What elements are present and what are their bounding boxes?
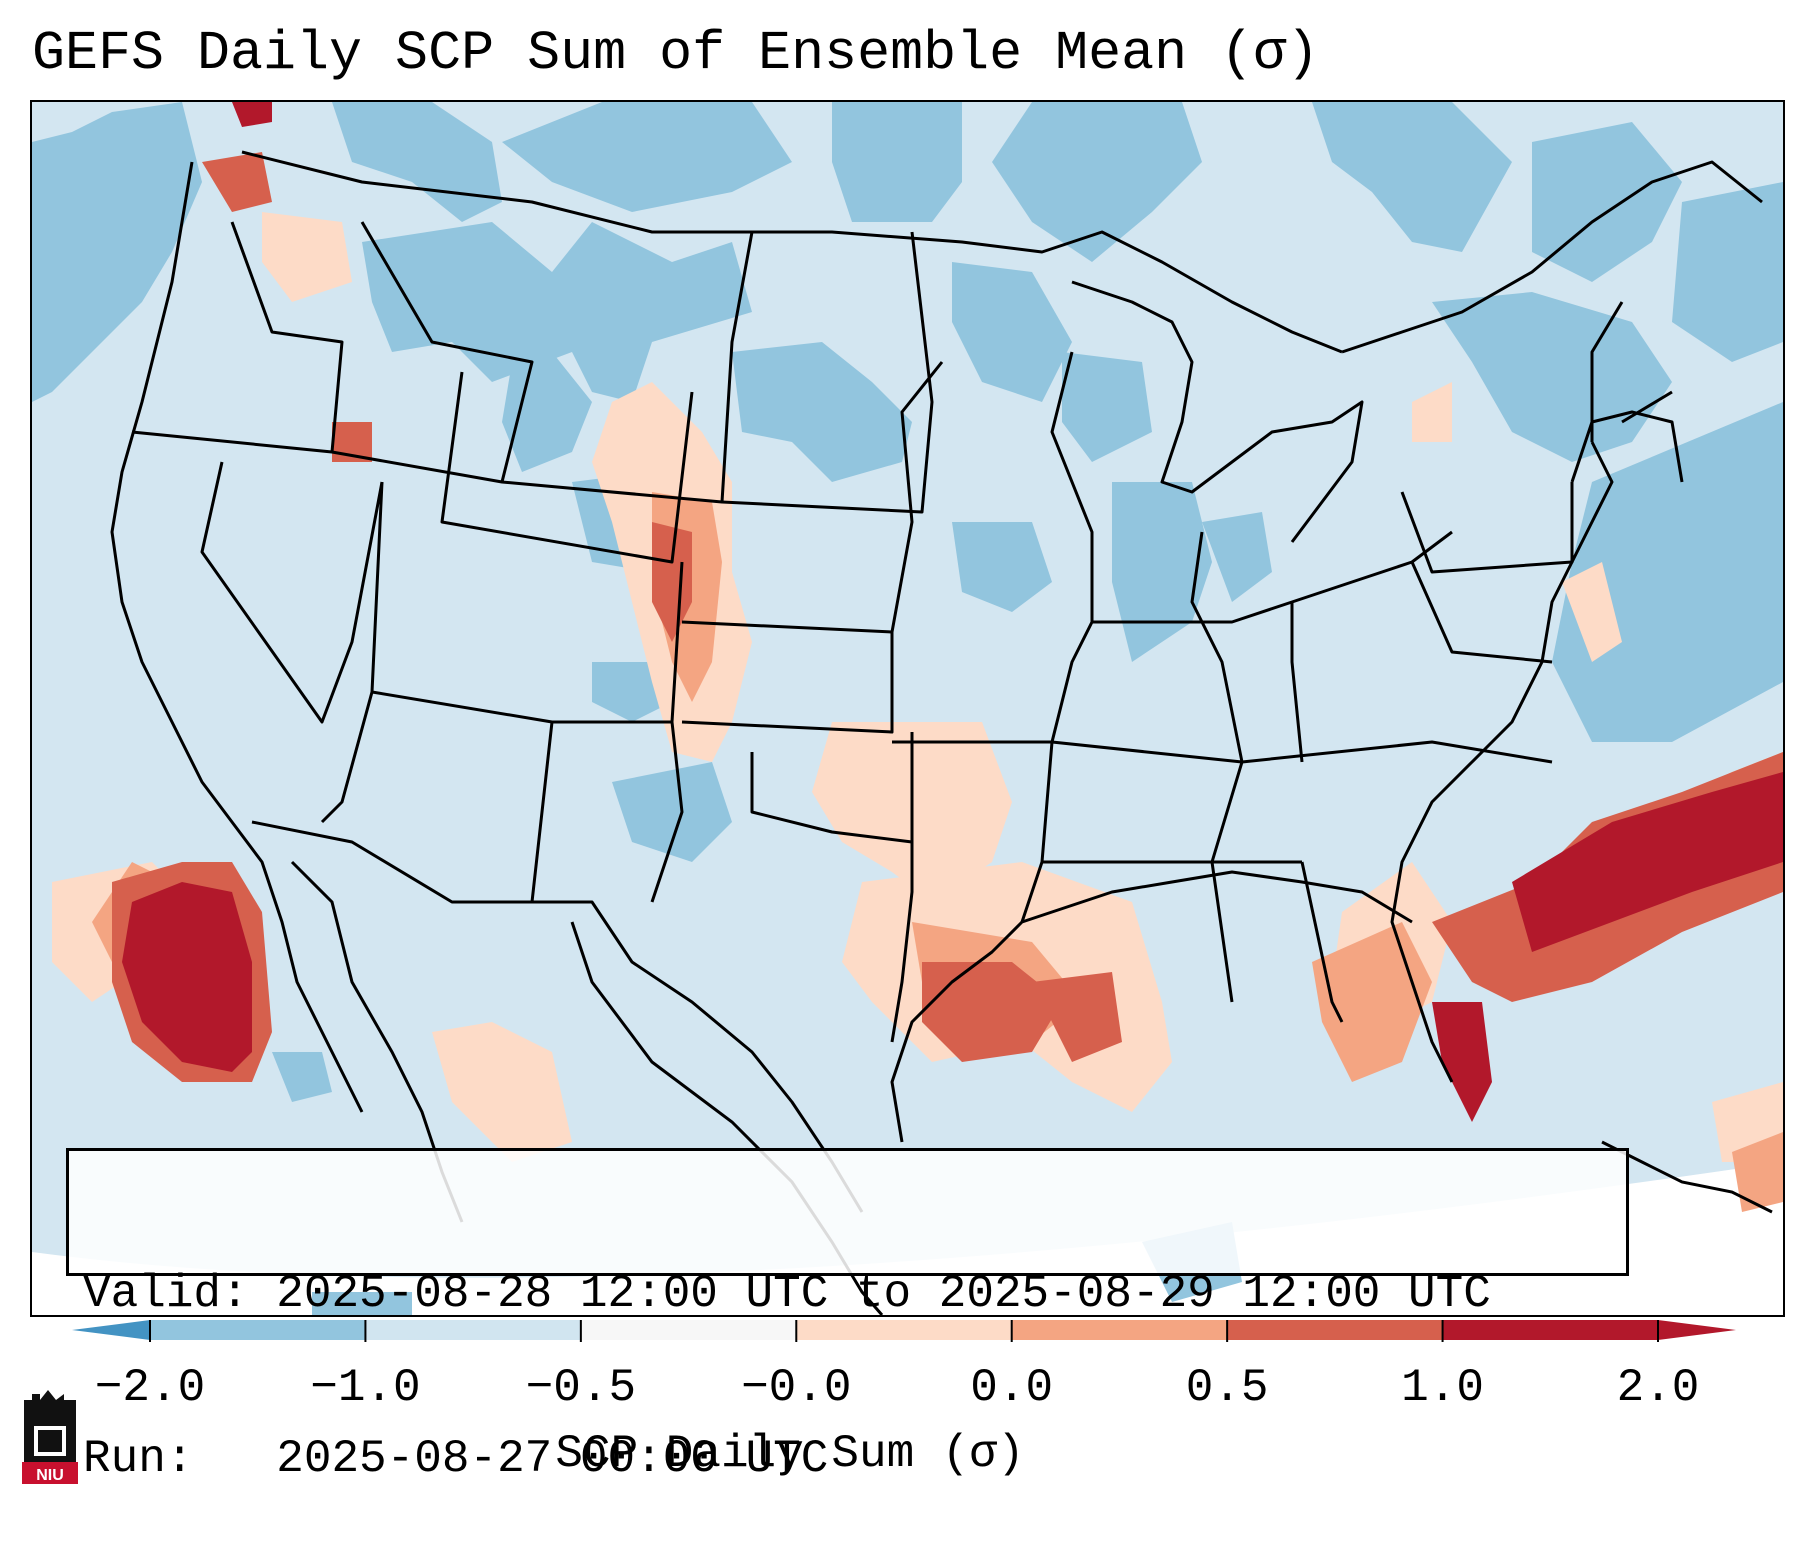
state-line-3 — [501, 231, 754, 504]
state-line-2 — [331, 221, 534, 484]
colorbar-tick-label: −2.0 — [94, 1362, 206, 1414]
state-line-20 — [1290, 561, 1553, 763]
state-line-16 — [1190, 531, 1244, 863]
colorbar-segments — [150, 1320, 1659, 1340]
colorbar-tick-label: 0.0 — [970, 1362, 1054, 1414]
canada-border — [241, 150, 1343, 354]
outside-projection-area — [32, 1162, 1783, 1315]
colorbar-segment — [796, 1320, 1013, 1340]
northeast-coast — [1341, 160, 1763, 354]
colorbar-under-triangle — [72, 1320, 150, 1340]
maximum-positive-regions — [122, 102, 1783, 1122]
map-title: GEFS Daily SCP Sum of Ensemble Mean (σ) — [32, 22, 1320, 85]
state-line-6 — [200, 461, 384, 724]
state-line-19 — [1092, 530, 1453, 624]
niu-logo-icon: NIU — [22, 1390, 78, 1484]
political-boundaries — [110, 150, 1763, 1213]
west-coast-line — [110, 161, 364, 1113]
colorbar-segment — [1227, 1320, 1444, 1340]
colorbar-tick-label: −0.0 — [741, 1362, 852, 1414]
state-line-9 — [650, 721, 684, 903]
map-panel — [30, 100, 1785, 1317]
state-line-12 — [750, 732, 914, 844]
colorbar-over-triangle — [1658, 1320, 1736, 1340]
state-line-4 — [721, 231, 934, 514]
valid-time-text: Valid: 2025-08-28 12:00 UTC to 2025-08-2… — [83, 1268, 1491, 1320]
run-time-text: Run: 2025-08-27 00:00 UTC — [83, 1433, 829, 1485]
colorbar-segment — [365, 1320, 582, 1340]
colorbar-ticks — [149, 1320, 1659, 1342]
colorbar-tick-label: −1.0 — [310, 1362, 421, 1414]
gulf-coast-line — [890, 870, 1413, 1143]
state-line-23 — [1590, 301, 1673, 442]
map-canvas — [32, 102, 1783, 1315]
state-line-21 — [1400, 482, 1574, 574]
colorbar-segment — [150, 1320, 366, 1340]
colorbar-tick-label: 2.0 — [1616, 1362, 1700, 1414]
state-line-10 — [681, 361, 944, 634]
state-line-13 — [890, 842, 914, 1043]
logo-red-bar — [22, 1462, 78, 1484]
state-line-8 — [320, 691, 554, 903]
colorbar — [72, 1320, 1736, 1342]
east-coast-line — [1390, 441, 1614, 1083]
colorbar-tick-label: 0.5 — [1185, 1362, 1269, 1414]
logo-text: NIU — [36, 1467, 64, 1484]
colorbar-tick-label: −0.5 — [525, 1362, 637, 1414]
valid-time-box: Valid: 2025-08-28 12:00 UTC to 2025-08-2… — [66, 1148, 1629, 1485]
state-line-5 — [440, 371, 694, 564]
colorbar-segment — [580, 1320, 797, 1340]
colorbar-tick-label: 1.0 — [1401, 1362, 1484, 1414]
state-line-14 — [892, 740, 1054, 923]
colorbar-label: SCP Daily Sum (σ) — [555, 1428, 1025, 1480]
state-line-18 — [1050, 351, 1094, 743]
great-lakes-outline — [1071, 280, 1364, 543]
mexico-border — [251, 820, 864, 1213]
colorbar-segment — [1442, 1320, 1659, 1340]
state-line-1 — [131, 221, 344, 454]
state-line-22 — [1570, 410, 1684, 483]
state-line-17 — [1210, 861, 1344, 1023]
colorbar-segment — [1011, 1320, 1228, 1340]
state-line-11 — [681, 632, 894, 734]
